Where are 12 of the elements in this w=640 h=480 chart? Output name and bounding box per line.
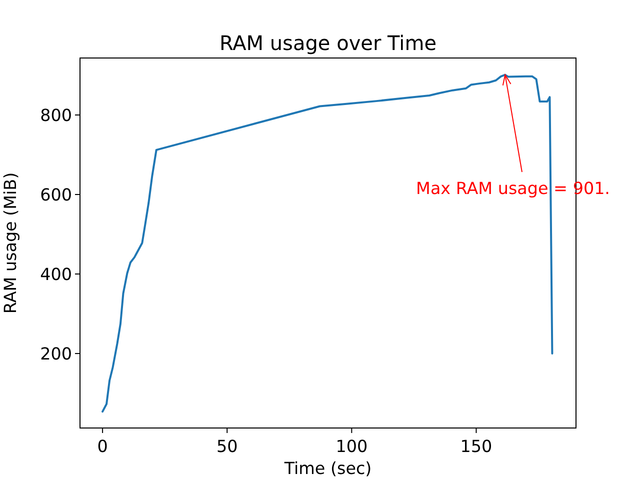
chart-title: RAM usage over Time	[220, 31, 436, 55]
y-tick-label: 200	[40, 343, 72, 364]
x-tick-label: 150	[460, 436, 492, 456]
line-series	[102, 74, 554, 413]
x-axis-title: Time (sec)	[283, 458, 372, 478]
x-tick-label: 100	[336, 436, 368, 456]
x-tick-label: 0	[97, 436, 108, 456]
y-tick-label: 400	[40, 264, 72, 284]
y-tick-label: 800	[40, 104, 72, 125]
x-tick-label: 50	[216, 436, 238, 456]
y-tick-label: 600	[40, 184, 72, 204]
y-axis-title: RAM usage (MiB)	[0, 172, 20, 314]
